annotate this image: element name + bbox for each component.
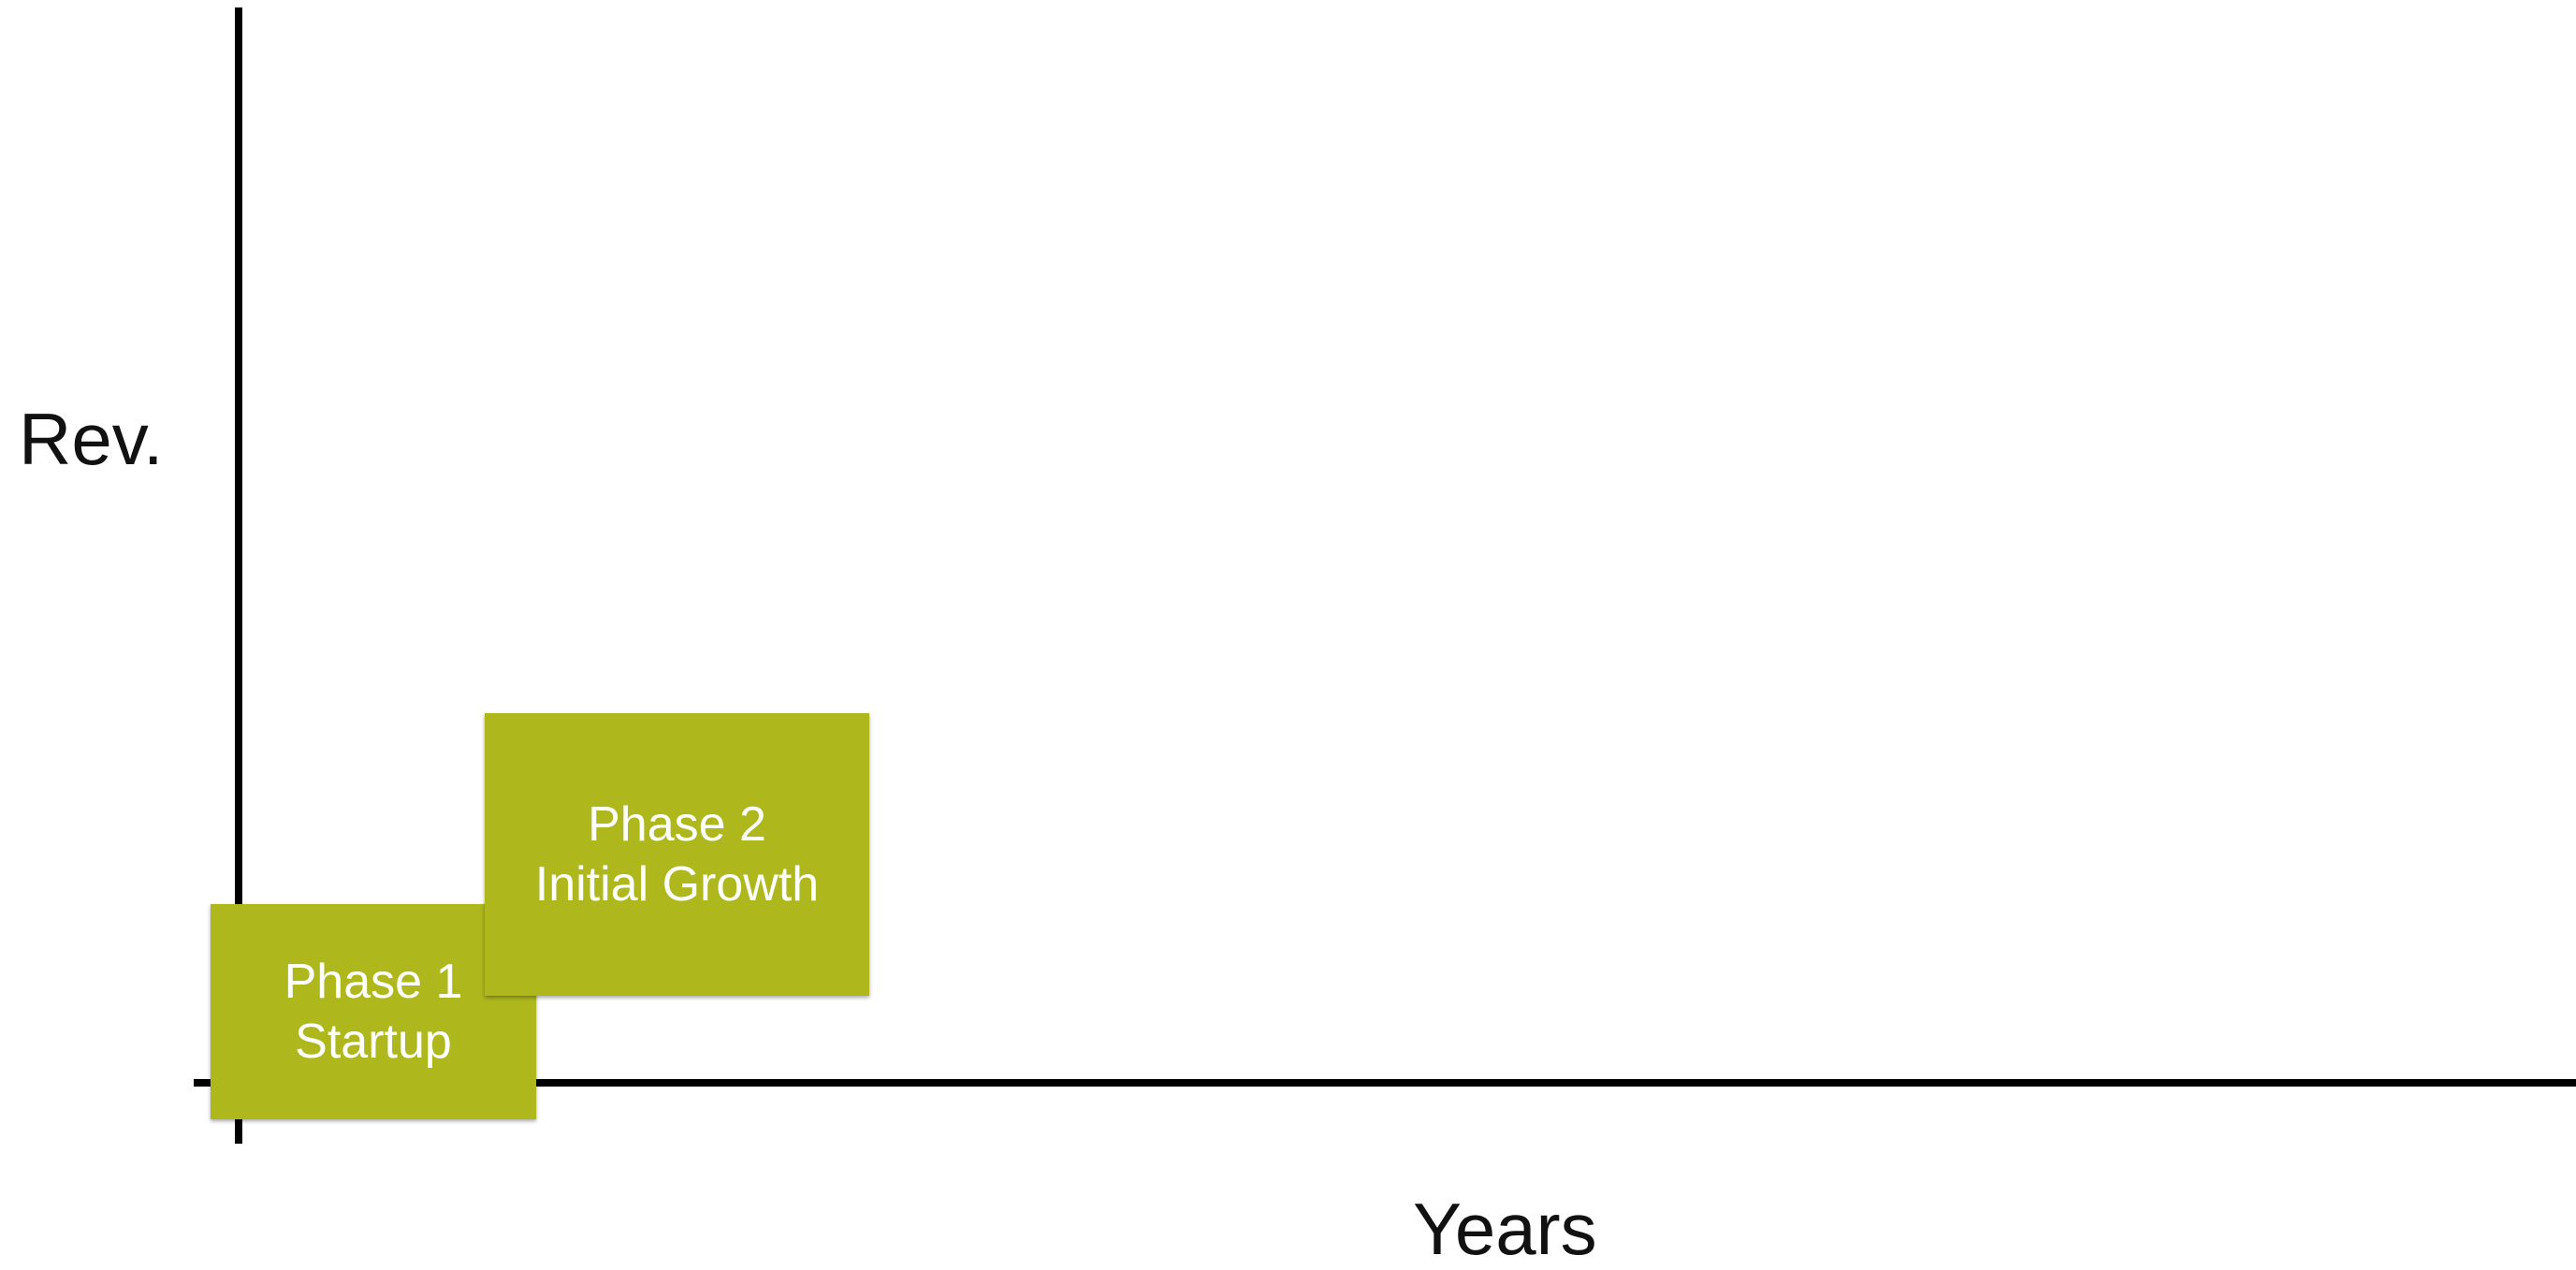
phase-2-box: Phase 2 Initial Growth bbox=[485, 713, 869, 996]
phase-2-title: Phase 2 bbox=[588, 797, 766, 852]
phase-1-title: Phase 1 bbox=[284, 955, 463, 1009]
phase-1-box: Phase 1 Startup bbox=[211, 904, 536, 1119]
phase-2-subtitle: Initial Growth bbox=[534, 857, 820, 912]
y-axis-label: Rev. bbox=[19, 398, 164, 480]
phase-1-subtitle: Startup bbox=[295, 1015, 452, 1069]
x-axis-label: Years bbox=[1413, 1188, 1597, 1270]
